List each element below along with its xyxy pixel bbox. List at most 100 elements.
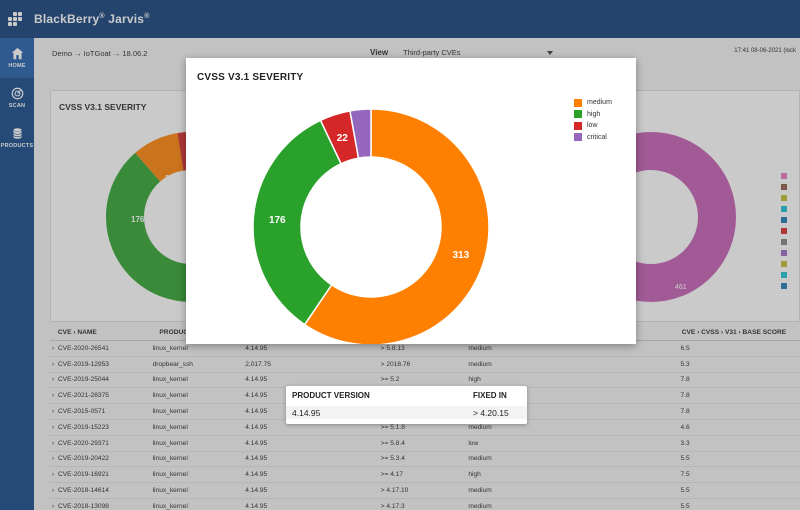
cell-base-score: 6.5 [680,344,690,352]
cell-base-score: 5.5 [680,487,690,495]
data-label-low: 22 [337,133,349,144]
cell-fixed-in: >= 5.2 [380,376,400,384]
table-row[interactable]: › CVE-2019-20422 linux_kernel 4.14.95 >= 5.3… [50,452,800,468]
cell-severity: medium [468,487,492,495]
sidebar-item-products[interactable]: PRODUCTS [0,118,34,158]
expand-chevron-icon[interactable]: › [52,471,55,479]
background-slice-label: 176 [131,215,145,224]
cell-fixed-in: >= 5.3.4 [380,455,405,463]
version-tooltip: PRODUCT VERSION FIXED IN 4.14.95 > 4.20.… [286,386,527,424]
card-title: CVSS V3.1 SEVERITY [59,102,147,112]
cell-base-score: 5.3 [680,360,690,368]
chart-title: CVSS V3.1 SEVERITY [197,72,304,83]
background-donut-chart-right: 461 [631,132,736,302]
expand-chevron-icon[interactable]: › [52,408,55,416]
sidebar-item-home[interactable]: HOME [0,38,34,78]
column-header-base-score[interactable]: CVE › CVSS › V31 › BASE SCORE [681,329,787,336]
cell-product-version: 4.14.95 [245,487,268,495]
cell-product: linux_kernel [152,455,188,463]
legend-label: critical [587,133,607,141]
table-row[interactable]: › CVE-2019-12953 dropbear_ssh 2,017.75 > 201… [50,357,800,373]
cell-product: linux_kernel [152,439,188,447]
table-row[interactable]: › CVE-2018-13098 linux_kernel 4.14.95 > 4.17… [50,499,800,510]
cell-product-version: 4.14.95 [245,423,268,431]
expand-chevron-icon[interactable]: › [52,439,55,447]
cell-product-version: 4.14.95 [245,455,268,463]
data-label-medium: 313 [452,250,469,261]
table-row[interactable]: › CVE-2020-29371 linux_kernel 4.14.95 >= 5.8… [50,436,800,452]
cell-product-version: 4.14.95 [245,408,268,416]
cell-product: linux_kernel [152,392,188,400]
cell-product-version: 4.14.95 [245,439,268,447]
legend-swatch [574,121,582,130]
expand-chevron-icon[interactable]: › [52,344,55,352]
data-label-high: 176 [269,215,286,226]
table-row[interactable]: › CVE-2019-15223 linux_kernel 4.14.95 >= 5.1… [50,420,800,436]
sidebar-item-scan[interactable]: SCAN [0,78,34,118]
view-select-value: Third-party CVEs [403,48,461,57]
column-header-cve-name[interactable]: CVE › NAME [57,329,97,336]
donut-slice-high[interactable] [252,119,343,326]
donut-slice-medium[interactable] [303,108,490,344]
legend-item[interactable]: high [574,109,612,121]
cell-fixed-in: >= 4.17 [380,471,404,479]
expand-chevron-icon[interactable]: › [52,360,55,368]
cell-product: linux_kernel [152,376,188,384]
expand-chevron-icon[interactable]: › [52,376,55,384]
cell-base-score: 7.8 [680,392,690,400]
tooltip-fixed-in: > 4.20.15 [473,407,509,418]
table-row[interactable]: › CVE-2019-16921 linux_kernel 4.14.95 >= 4.1… [50,467,800,484]
cell-severity: medium [468,502,492,510]
expand-chevron-icon[interactable]: › [52,423,55,431]
view-label: View [370,48,389,57]
legend-swatch [574,98,582,107]
breadcrumb[interactable]: Demo → IoTGoat → 18.06.2 [52,48,148,58]
cell-severity: medium [468,344,492,352]
expand-chevron-icon[interactable]: › [52,487,55,495]
cell-fixed-in: > 2018.76 [380,360,411,368]
cell-cve-name: CVE-2020-29371 [57,439,109,447]
cell-fixed-in: > 4.17.3 [380,502,405,510]
app-brand: BlackBerry® Jarvis® [34,12,150,26]
legend-item[interactable]: critical [574,132,612,144]
cell-cve-name: CVE-2019-25044 [57,376,109,384]
cell-product-version: 4.14.95 [245,344,268,352]
home-icon [11,47,23,60]
column-header-product[interactable]: PRODUCT [159,329,193,336]
table-row[interactable]: › CVE-2018-14614 linux_kernel 4.14.95 > 4.17… [50,483,800,499]
sidebar-item-label: HOME [8,63,26,69]
cell-cve-name: CVE-2019-20422 [57,455,109,463]
cell-fixed-in: > 5.8.13 [380,344,405,352]
cell-severity: medium [468,455,492,463]
cell-severity: high [468,376,481,384]
cell-product-version: 4.14.95 [245,392,268,400]
cell-product: dropbear_ssh [152,360,193,368]
cell-product: linux_kernel [152,502,188,510]
header-bar: Demo → IoTGoat → 18.06.2 [34,38,800,68]
cell-product-version: 4.14.95 [245,502,268,510]
tooltip-header-product-version: PRODUCT VERSION [292,391,370,400]
scan-icon [11,87,23,100]
cell-severity: high [468,471,481,479]
background-slice-label: 22 [165,174,174,183]
cell-product: linux_kernel [152,344,188,352]
cell-base-score: 5.5 [680,455,690,463]
expand-chevron-icon[interactable]: › [52,455,55,463]
cell-product: linux_kernel [152,408,188,416]
table-row[interactable]: › CVE-2020-26541 linux_kernel 4.14.95 > 5.8.… [50,341,800,357]
cell-fixed-in: >= 5.1.8 [380,423,405,431]
cell-cve-name: CVE-2019-15223 [57,423,109,431]
chevron-down-icon [547,51,553,55]
legend-label: low [587,122,598,130]
cell-base-score: 7.8 [680,408,690,416]
legend-swatch [574,133,582,142]
legend-item[interactable]: low [574,120,612,132]
donut-slice-critical[interactable] [349,108,372,159]
cell-cve-name: CVE-2020-26541 [57,344,109,352]
cell-cve-name: CVE-2015-0571 [57,408,106,416]
legend-item[interactable]: medium [574,97,612,109]
expand-chevron-icon[interactable]: › [52,502,55,510]
cell-product: linux_kernel [152,487,188,495]
severity-donut-chart: 313 176 22 [252,108,490,344]
expand-chevron-icon[interactable]: › [52,392,55,400]
